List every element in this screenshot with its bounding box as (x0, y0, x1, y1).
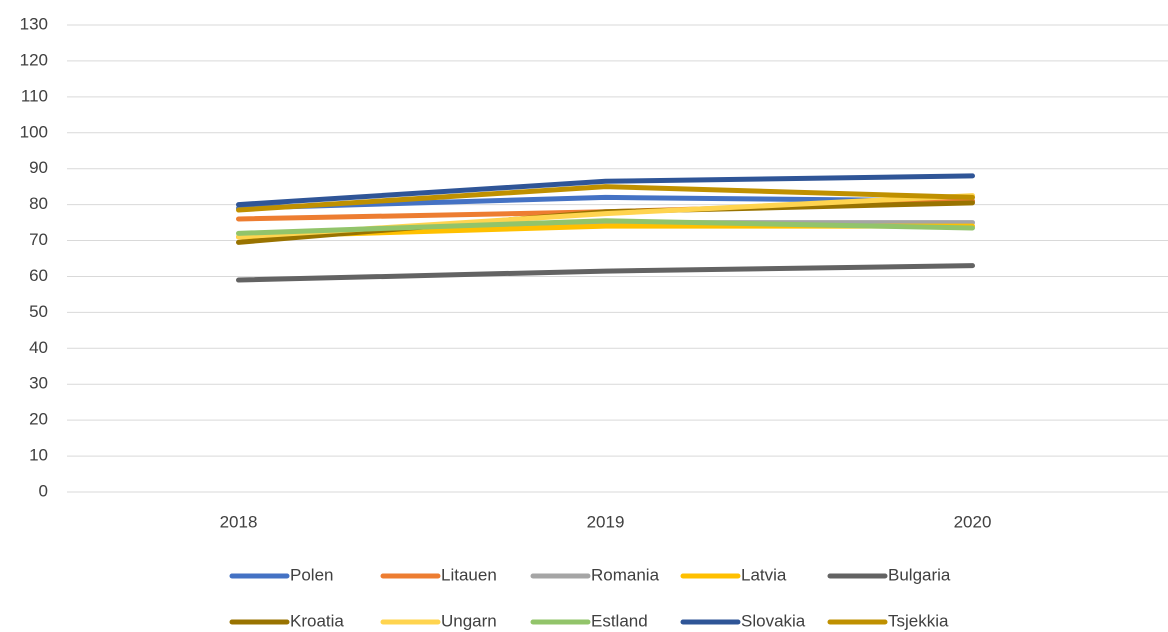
y-tick-label: 110 (21, 86, 48, 105)
series-line (236, 263, 975, 283)
y-tick-label: 20 (29, 410, 48, 429)
legend-label: Polen (290, 565, 333, 584)
y-tick-label: 100 (20, 122, 48, 141)
series-line (236, 218, 975, 236)
y-tick-label: 0 (39, 481, 48, 500)
y-tick-label: 80 (29, 194, 48, 213)
legend-label: Estland (591, 611, 648, 630)
series-line (236, 184, 975, 213)
y-tick-label: 120 (20, 50, 48, 69)
legend-label: Slovakia (741, 611, 806, 630)
y-tick-label: 70 (29, 230, 48, 249)
y-tick-label: 60 (29, 266, 48, 285)
legend-label: Romania (591, 565, 660, 584)
x-tick-label: 2018 (220, 512, 258, 531)
legend-label: Kroatia (290, 611, 344, 630)
legend-label: Ungarn (441, 611, 497, 630)
legend-label: Latvia (741, 565, 787, 584)
legend-label: Litauen (441, 565, 497, 584)
y-tick-label: 50 (29, 302, 48, 321)
y-tick-label: 30 (29, 374, 48, 393)
y-tick-label: 90 (29, 158, 48, 177)
series-line (236, 173, 975, 208)
x-tick-label: 2019 (587, 512, 625, 531)
y-tick-label: 10 (29, 446, 48, 465)
legend-label: Tsjekkia (888, 611, 949, 630)
legend-label: Bulgaria (888, 565, 951, 584)
y-tick-label: 130 (20, 14, 48, 33)
x-tick-label: 2020 (954, 512, 992, 531)
y-tick-label: 40 (29, 338, 48, 357)
